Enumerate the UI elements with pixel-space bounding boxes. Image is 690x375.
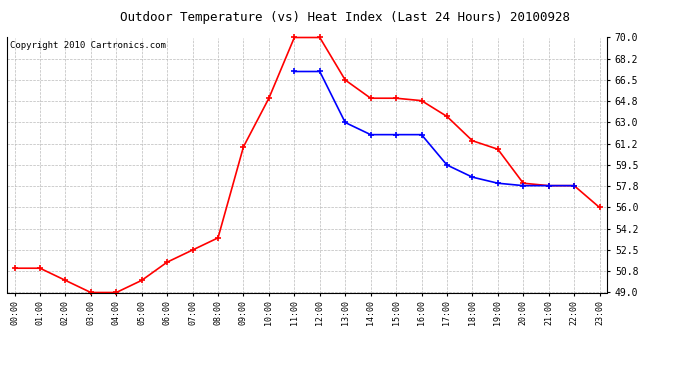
Text: Outdoor Temperature (vs) Heat Index (Last 24 Hours) 20100928: Outdoor Temperature (vs) Heat Index (Las… <box>120 11 570 24</box>
Text: Copyright 2010 Cartronics.com: Copyright 2010 Cartronics.com <box>10 41 166 50</box>
